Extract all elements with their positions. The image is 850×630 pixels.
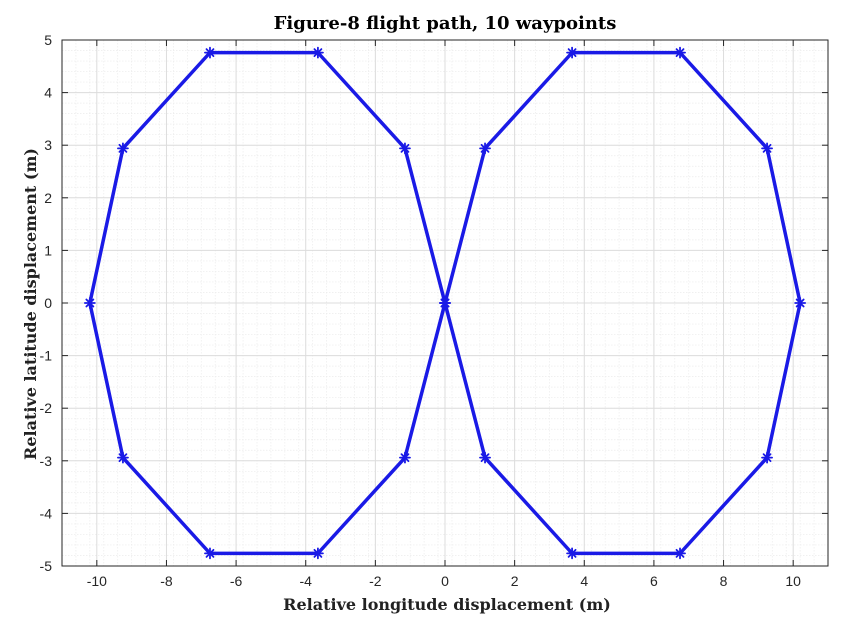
x-tick-label: 2 bbox=[511, 573, 519, 589]
x-tick-label: -6 bbox=[230, 573, 243, 589]
x-tick-label: 6 bbox=[650, 573, 658, 589]
waypoint-marker bbox=[794, 297, 807, 309]
waypoint-marker bbox=[479, 142, 491, 155]
waypoint-marker bbox=[117, 451, 129, 464]
x-tick-label: 4 bbox=[580, 573, 588, 589]
waypoint-marker bbox=[204, 547, 216, 560]
waypoint-marker bbox=[439, 297, 451, 309]
waypoint-marker bbox=[479, 451, 491, 464]
x-tick-label: 10 bbox=[785, 573, 801, 589]
x-tick-label: -10 bbox=[87, 573, 107, 589]
waypoint-marker bbox=[204, 46, 216, 59]
waypoint-marker bbox=[312, 46, 324, 59]
y-axis-label: Relative latitude displacement (m) bbox=[21, 148, 40, 460]
x-tick-label: -8 bbox=[160, 573, 173, 589]
waypoint-marker bbox=[312, 547, 324, 560]
waypoint-marker bbox=[117, 142, 129, 155]
waypoint-marker bbox=[83, 297, 96, 309]
waypoint-marker bbox=[566, 46, 578, 59]
x-tick-label: 8 bbox=[720, 573, 728, 589]
waypoint-marker bbox=[399, 142, 411, 155]
y-tick-label: 3 bbox=[44, 137, 52, 153]
waypoint-marker bbox=[761, 142, 773, 155]
waypoint-marker bbox=[674, 547, 686, 560]
y-tick-label: 5 bbox=[44, 32, 52, 48]
waypoint-marker bbox=[674, 46, 686, 59]
x-axis-label: Relative longitude displacement (m) bbox=[283, 595, 611, 614]
y-tick-label: -3 bbox=[40, 453, 53, 469]
y-tick-label: 2 bbox=[44, 190, 52, 206]
grid bbox=[61, 39, 829, 567]
y-tick-label: 1 bbox=[44, 242, 52, 258]
y-tick-label: 4 bbox=[44, 85, 52, 101]
y-tick-label: -4 bbox=[40, 505, 53, 521]
chart-title: Figure-8 flight path, 10 waypoints bbox=[274, 13, 617, 34]
flight-path-series bbox=[83, 46, 807, 560]
y-tick-label: 0 bbox=[44, 295, 52, 311]
x-tick-label: -2 bbox=[369, 573, 382, 589]
y-tick-label: -1 bbox=[40, 348, 53, 364]
x-tick-label: 0 bbox=[441, 573, 449, 589]
x-tick-label: -4 bbox=[300, 573, 313, 589]
waypoint-marker bbox=[761, 451, 773, 464]
waypoint-marker bbox=[566, 547, 578, 560]
y-tick-label: -2 bbox=[40, 400, 53, 416]
y-tick-label: -5 bbox=[40, 558, 53, 574]
waypoint-marker bbox=[399, 451, 411, 464]
